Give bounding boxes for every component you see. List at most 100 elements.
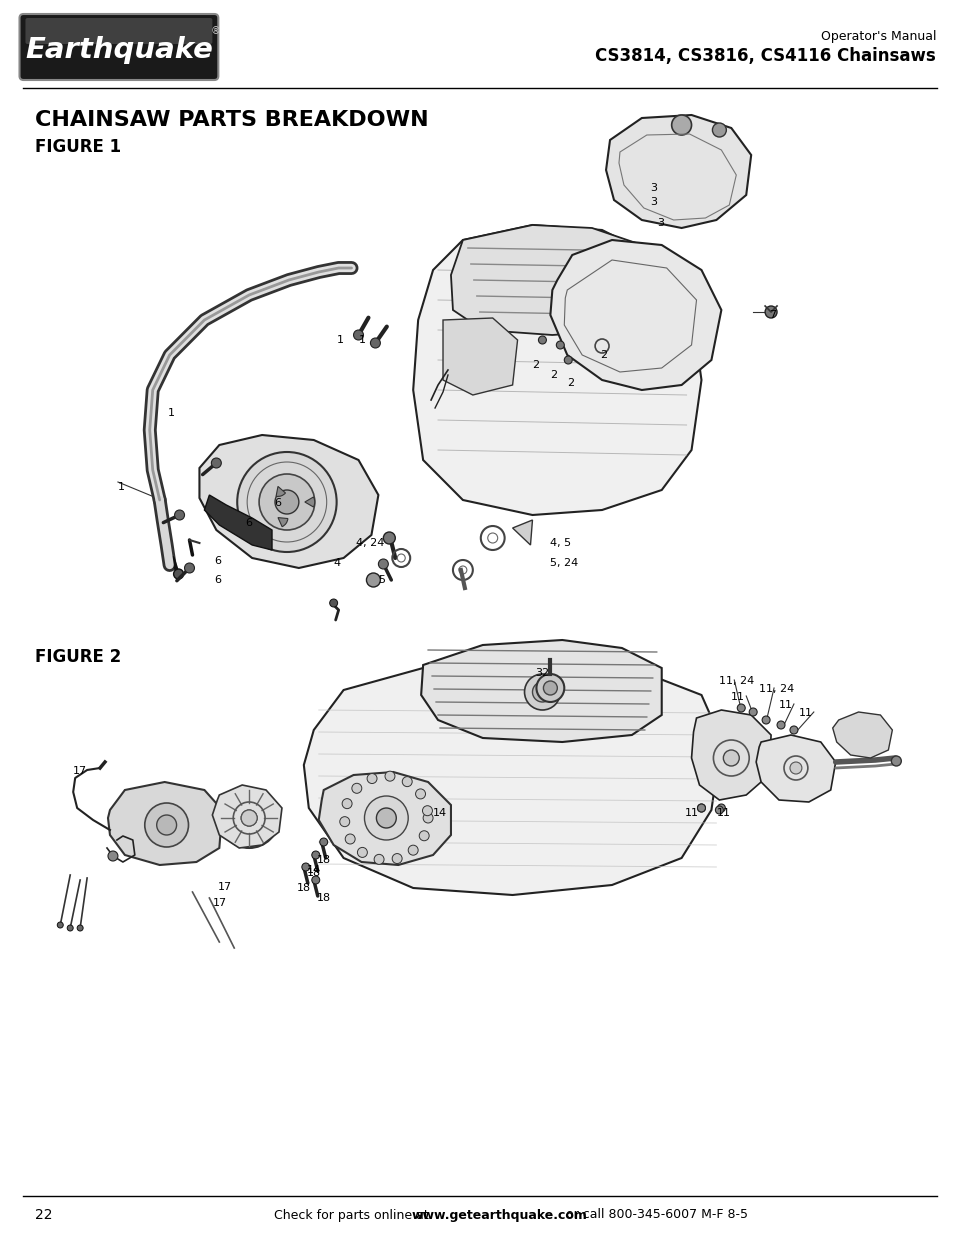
Circle shape bbox=[717, 804, 724, 811]
Circle shape bbox=[422, 805, 432, 815]
Polygon shape bbox=[550, 240, 720, 390]
Polygon shape bbox=[451, 225, 661, 335]
Text: CS3814, CS3816, CS4116 Chainsaws: CS3814, CS3816, CS4116 Chainsaws bbox=[595, 47, 935, 65]
Text: 3: 3 bbox=[656, 219, 663, 228]
Circle shape bbox=[259, 474, 314, 530]
Text: ®: ® bbox=[211, 26, 220, 36]
Circle shape bbox=[748, 708, 757, 716]
Text: 17: 17 bbox=[217, 882, 232, 892]
Circle shape bbox=[777, 721, 784, 729]
Circle shape bbox=[764, 306, 777, 317]
Circle shape bbox=[330, 599, 337, 606]
Circle shape bbox=[402, 777, 412, 787]
Polygon shape bbox=[691, 710, 770, 800]
Text: 6: 6 bbox=[214, 556, 221, 566]
FancyBboxPatch shape bbox=[26, 19, 213, 44]
Circle shape bbox=[370, 338, 380, 348]
Circle shape bbox=[77, 925, 83, 931]
Wedge shape bbox=[305, 496, 314, 508]
Circle shape bbox=[385, 771, 395, 782]
Circle shape bbox=[378, 559, 388, 569]
Circle shape bbox=[392, 853, 402, 863]
Circle shape bbox=[57, 923, 63, 927]
Text: Check for parts online at: Check for parts online at bbox=[274, 1209, 433, 1221]
Polygon shape bbox=[756, 735, 835, 802]
Polygon shape bbox=[303, 662, 720, 895]
Circle shape bbox=[366, 573, 380, 587]
Text: 6: 6 bbox=[274, 498, 281, 508]
Text: 2: 2 bbox=[599, 350, 606, 359]
Circle shape bbox=[761, 716, 769, 724]
Circle shape bbox=[789, 762, 801, 774]
Text: FIGURE 2: FIGURE 2 bbox=[35, 648, 122, 666]
Polygon shape bbox=[413, 225, 700, 515]
Circle shape bbox=[524, 674, 559, 710]
Text: 2: 2 bbox=[567, 378, 574, 388]
Circle shape bbox=[697, 804, 704, 811]
Circle shape bbox=[241, 810, 257, 826]
Circle shape bbox=[367, 773, 376, 783]
Circle shape bbox=[383, 532, 395, 543]
Circle shape bbox=[376, 808, 395, 827]
Circle shape bbox=[354, 330, 363, 340]
FancyBboxPatch shape bbox=[19, 14, 218, 80]
Text: 4, 5: 4, 5 bbox=[550, 538, 571, 548]
Circle shape bbox=[416, 789, 425, 799]
Circle shape bbox=[737, 704, 744, 713]
Circle shape bbox=[532, 682, 552, 701]
Circle shape bbox=[671, 115, 691, 135]
Polygon shape bbox=[318, 772, 451, 864]
Circle shape bbox=[536, 674, 564, 701]
Circle shape bbox=[408, 845, 417, 855]
Circle shape bbox=[237, 452, 336, 552]
Circle shape bbox=[789, 726, 797, 734]
Polygon shape bbox=[108, 782, 222, 864]
Polygon shape bbox=[832, 713, 891, 758]
Circle shape bbox=[556, 341, 564, 350]
Circle shape bbox=[174, 510, 184, 520]
Circle shape bbox=[418, 831, 429, 841]
Circle shape bbox=[156, 815, 176, 835]
Wedge shape bbox=[275, 487, 285, 496]
Text: 11, 24: 11, 24 bbox=[719, 676, 754, 685]
Circle shape bbox=[312, 851, 319, 860]
Circle shape bbox=[352, 783, 361, 793]
Circle shape bbox=[342, 799, 352, 809]
Circle shape bbox=[722, 750, 739, 766]
Text: 17: 17 bbox=[73, 766, 88, 776]
Text: 18: 18 bbox=[307, 868, 320, 878]
Circle shape bbox=[67, 925, 73, 931]
Circle shape bbox=[339, 816, 350, 826]
Circle shape bbox=[697, 804, 704, 811]
Text: 5: 5 bbox=[378, 576, 385, 585]
Circle shape bbox=[715, 806, 722, 814]
Text: 5, 24: 5, 24 bbox=[550, 558, 578, 568]
Circle shape bbox=[890, 756, 901, 766]
Text: 11: 11 bbox=[731, 692, 744, 701]
Text: 14: 14 bbox=[433, 808, 447, 818]
Text: 1: 1 bbox=[118, 482, 125, 492]
Wedge shape bbox=[277, 517, 288, 526]
Circle shape bbox=[301, 863, 310, 871]
Circle shape bbox=[212, 458, 221, 468]
Text: 22: 22 bbox=[35, 1208, 52, 1221]
Text: 14: 14 bbox=[307, 864, 320, 876]
Circle shape bbox=[108, 851, 118, 861]
Polygon shape bbox=[512, 520, 532, 545]
Text: 4, 24: 4, 24 bbox=[355, 538, 383, 548]
Polygon shape bbox=[199, 435, 378, 568]
Text: 17: 17 bbox=[213, 898, 226, 908]
Polygon shape bbox=[420, 640, 661, 742]
Circle shape bbox=[145, 803, 189, 847]
Circle shape bbox=[712, 124, 725, 137]
Circle shape bbox=[319, 839, 327, 846]
Text: 6: 6 bbox=[214, 576, 221, 585]
Text: 3: 3 bbox=[649, 198, 656, 207]
Circle shape bbox=[345, 834, 355, 844]
Text: 3: 3 bbox=[649, 183, 656, 193]
Text: 11, 24: 11, 24 bbox=[759, 684, 794, 694]
Circle shape bbox=[312, 876, 319, 884]
Text: CHAINSAW PARTS BREAKDOWN: CHAINSAW PARTS BREAKDOWN bbox=[35, 110, 429, 130]
Circle shape bbox=[274, 490, 298, 514]
Circle shape bbox=[173, 569, 183, 579]
